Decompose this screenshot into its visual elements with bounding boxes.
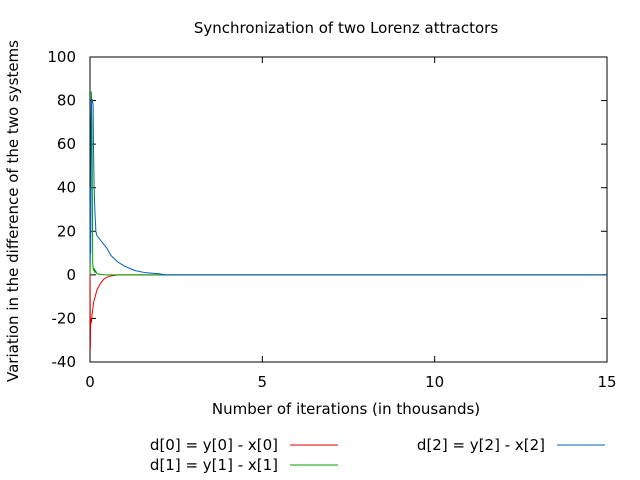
y-tick-label: 40 — [57, 179, 76, 197]
x-axis: 0 5 10 15 — [85, 57, 617, 391]
y-axis-label: Variation in the difference of the two s… — [4, 40, 22, 382]
x-tick-label: 15 — [597, 373, 616, 391]
y-tick-label: -40 — [52, 353, 77, 371]
series-line-d1 — [89, 91, 607, 276]
y-tick-label: 60 — [57, 135, 76, 153]
legend-label-d0: d[0] = y[0] - x[0] — [150, 436, 278, 454]
legend-label-d2: d[2] = y[2] - x[2] — [417, 436, 545, 454]
x-axis-label: Number of iterations (in thousands) — [212, 400, 480, 418]
x-tick-label: 5 — [258, 373, 268, 391]
y-tick-label: 20 — [57, 222, 76, 240]
series-line-d2 — [89, 97, 607, 276]
x-tick-label: 0 — [85, 373, 95, 391]
legend-label-d1: d[1] = y[1] - x[1] — [150, 456, 278, 474]
y-tick-label: 100 — [47, 48, 76, 66]
plot-series — [89, 91, 607, 350]
y-tick-label: 80 — [57, 92, 76, 110]
plot-frame — [89, 56, 608, 363]
x-tick-label: 10 — [425, 373, 444, 391]
legend: d[0] = y[0] - x[0] d[1] = y[1] - x[1] d[2]… — [150, 436, 605, 474]
series-line-d0 — [89, 253, 607, 350]
y-axis: -40 -20 0 20 40 60 80 100 — [47, 48, 607, 371]
y-tick-label: -20 — [52, 309, 77, 327]
y-tick-label: 0 — [66, 266, 76, 284]
chart-title: Synchronization of two Lorenz attractors — [194, 19, 499, 37]
